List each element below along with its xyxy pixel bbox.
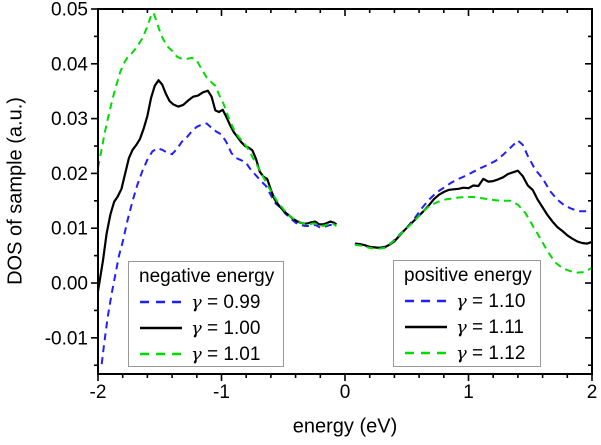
gamma-symbol: γ	[191, 291, 202, 313]
y-tick-label: -0.01	[45, 328, 88, 349]
legend-item-label: γ = 1.11	[456, 315, 524, 340]
curve-series-2	[97, 11, 337, 227]
y-tick-label: 0.00	[51, 273, 88, 294]
gamma-symbol: γ	[456, 342, 467, 364]
curve-series-3	[354, 139, 593, 249]
legend-title: positive energy	[404, 265, 532, 286]
curve-series-4	[354, 169, 593, 249]
legend-item: γ = 1.00	[139, 315, 283, 341]
legend-negative-energy: negative energy γ = 0.99 γ = 1.00 γ = 1.…	[128, 261, 284, 367]
gamma-value: = 1.11	[466, 316, 524, 338]
legend-item-label: γ = 1.00	[191, 316, 260, 341]
legend-item: γ = 1.12	[404, 340, 540, 366]
legend-line-sample-icon	[405, 351, 447, 355]
gamma-value: = 1.01	[201, 343, 261, 365]
legend-item: γ = 0.99	[139, 289, 283, 315]
legend-item: γ = 1.10	[404, 288, 540, 314]
y-tick-label: 0.03	[51, 109, 88, 130]
legend-line-sample-icon	[140, 326, 182, 330]
legend-item-label: γ = 1.10	[456, 289, 525, 314]
curve-series-5	[354, 196, 593, 274]
gamma-value: = 0.99	[201, 291, 261, 313]
y-tick-label: 0.02	[51, 164, 88, 185]
legend-title: negative energy	[139, 266, 275, 287]
x-axis-title: energy (eV)	[292, 415, 398, 438]
y-tick-label: 0.04	[51, 54, 88, 75]
legend-item: γ = 1.11	[404, 314, 540, 340]
x-tick-label: -2	[90, 382, 107, 403]
legend-line-sample-icon	[405, 325, 447, 329]
gamma-value: = 1.10	[466, 290, 526, 312]
gamma-symbol: γ	[456, 290, 467, 312]
gamma-symbol: γ	[456, 316, 467, 338]
curve-series-0	[100, 122, 336, 365]
legend-line-sample-icon	[140, 352, 182, 356]
curve-series-1	[96, 79, 338, 292]
x-tick-label: 1	[463, 382, 474, 403]
legend-positive-energy: positive energy γ = 1.10 γ = 1.11 γ = 1.…	[393, 260, 541, 367]
legend-line-sample-icon	[140, 300, 182, 304]
gamma-value: = 1.12	[466, 342, 526, 364]
gamma-symbol: γ	[191, 343, 202, 365]
legend-item-label: γ = 1.12	[456, 341, 525, 366]
gamma-value: = 1.00	[201, 317, 261, 339]
legend-line-sample-icon	[405, 299, 447, 303]
x-tick-label: -1	[213, 382, 230, 403]
y-axis-title: DOS of sample (a.u.)	[4, 97, 27, 285]
y-tick-label: 0.05	[51, 0, 88, 20]
x-tick-label: 0	[340, 382, 351, 403]
gamma-symbol: γ	[191, 317, 202, 339]
y-tick-label: 0.01	[51, 219, 88, 240]
legend-item: γ = 1.01	[139, 341, 283, 367]
legend-item-label: γ = 1.01	[191, 342, 260, 367]
x-tick-label: 2	[587, 382, 598, 403]
legend-item-label: γ = 0.99	[191, 290, 260, 315]
